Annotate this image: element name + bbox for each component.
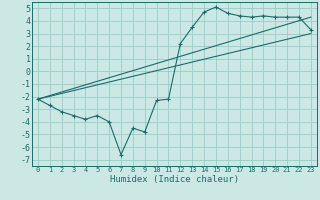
X-axis label: Humidex (Indice chaleur): Humidex (Indice chaleur) <box>110 175 239 184</box>
